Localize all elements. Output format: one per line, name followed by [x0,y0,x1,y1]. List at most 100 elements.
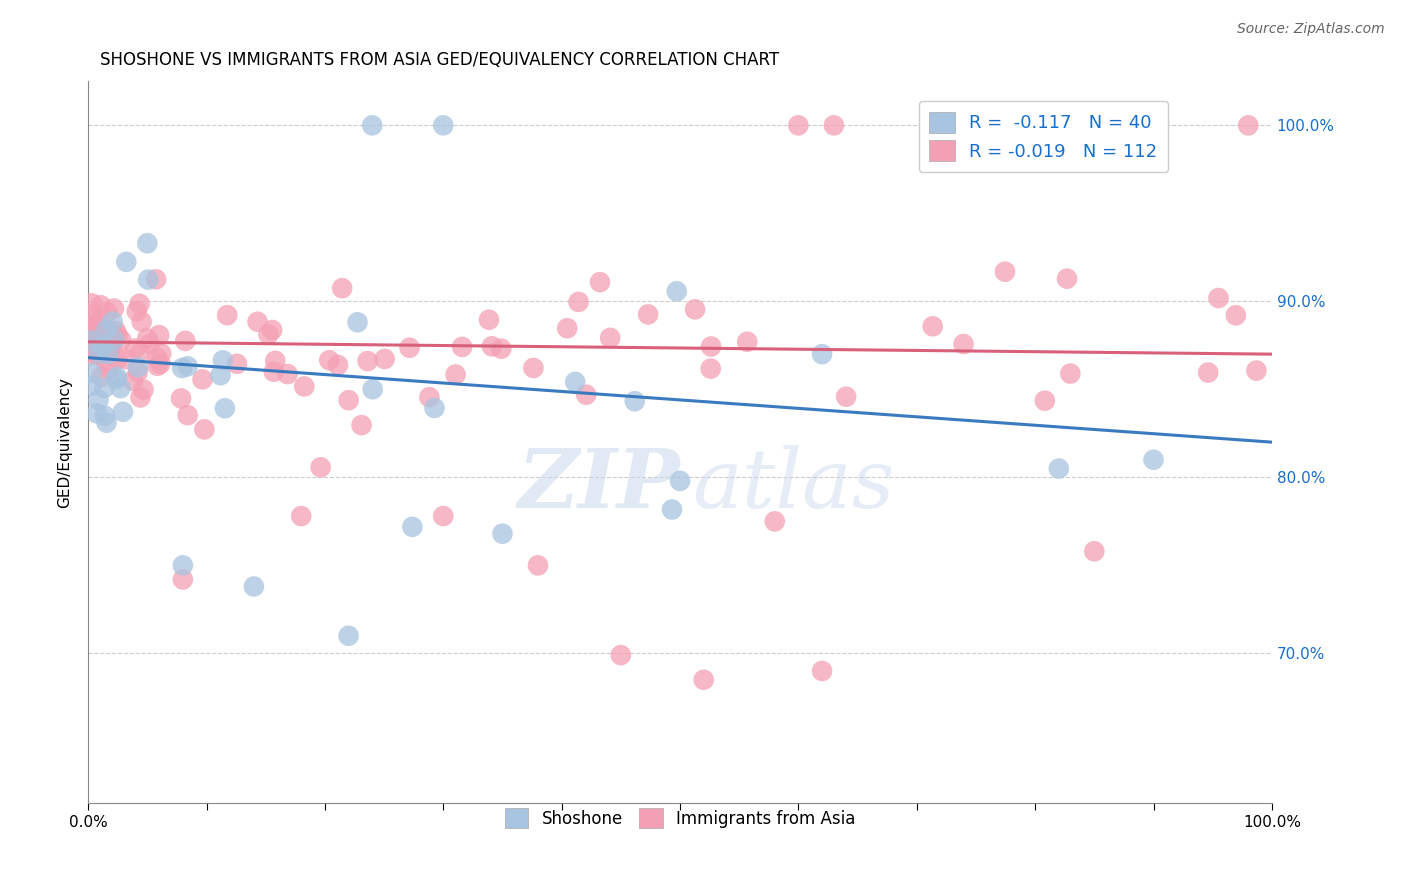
Point [84,339,107,353]
Point [735,334,758,349]
Point [96,305,118,319]
Point [330,281,353,295]
Point [90,369,112,384]
Point [787,119,810,133]
Point [115,255,138,269]
Point [174,334,197,348]
Point [811,347,834,361]
Point [82,335,104,350]
Point [98,338,121,352]
Point [79,326,101,340]
Point [264,354,287,368]
Point [1059,367,1081,381]
Point [277,367,299,381]
Point [811,664,834,678]
Point [661,502,683,516]
Point [83,340,105,354]
Point [337,393,360,408]
Point [669,474,692,488]
Point [665,285,688,299]
Point [555,321,578,335]
Point [763,514,786,528]
Point [575,387,598,401]
Point [89,347,111,361]
Point [170,392,193,406]
Point [172,558,194,573]
Point [80,296,103,310]
Point [90,298,112,312]
Point [93,381,115,395]
Point [131,315,153,329]
Point [122,374,145,388]
Point [89,340,111,354]
Point [1047,461,1070,475]
Point [136,272,159,286]
Point [423,401,446,415]
Point [84,327,107,342]
Point [491,526,513,541]
Point [148,328,170,343]
Point [146,351,169,365]
Point [699,361,721,376]
Point [110,381,132,395]
Point [149,357,172,371]
Point [432,509,454,524]
Point [96,324,118,338]
Point [127,360,149,375]
Point [212,353,235,368]
Point [132,383,155,397]
Point [101,315,124,329]
Point [193,422,215,436]
Point [1197,366,1219,380]
Point [100,340,122,354]
Legend: Shoshone, Immigrants from Asia: Shoshone, Immigrants from Asia [498,802,862,834]
Y-axis label: GED/Equivalency: GED/Equivalency [58,376,72,508]
Point [522,361,544,376]
Text: atlas: atlas [692,445,894,525]
Point [1208,291,1230,305]
Point [80,308,103,322]
Point [692,673,714,687]
Point [90,333,112,347]
Point [994,265,1017,279]
Point [318,353,340,368]
Point [637,307,659,321]
Point [262,323,284,337]
Point [176,408,198,422]
Point [104,324,127,338]
Point [1056,271,1078,285]
Point [226,357,249,371]
Point [263,365,285,379]
Point [823,119,845,133]
Point [599,331,621,345]
Point [243,579,266,593]
Point [292,379,315,393]
Point [326,358,349,372]
Point [94,355,117,369]
Point [1246,363,1268,377]
Point [91,339,114,353]
Point [86,406,108,420]
Point [103,327,125,342]
Point [290,509,312,524]
Point [1083,544,1105,558]
Point [1237,119,1260,133]
Point [491,342,513,356]
Point [96,416,118,430]
Point [79,338,101,352]
Point [87,392,110,407]
Point [309,460,332,475]
Point [444,368,467,382]
Point [478,312,501,326]
Point [257,327,280,342]
Point [139,337,162,351]
Point [567,294,589,309]
Point [398,341,420,355]
Point [129,344,152,359]
Point [361,382,384,396]
Point [564,375,586,389]
Point [103,301,125,316]
Point [700,339,723,353]
Point [80,378,103,392]
Point [97,330,120,344]
